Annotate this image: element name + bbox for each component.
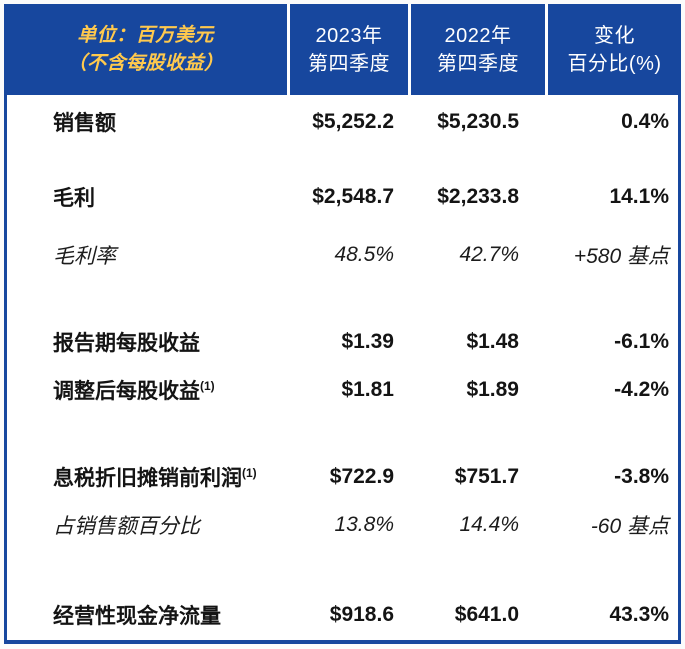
unit-note-line1: 单位：百万美元 (77, 24, 214, 46)
table-body: 销售额 $5,252.2 $5,230.5 0.4% 毛利 $2,548.7 $… (4, 95, 681, 644)
table-header-row: 单位：百万美元 （不含每股收益） 2023年 第四季度 2022年 第四季度 变… (4, 4, 681, 95)
table-row-gross-margin: 毛利率 48.5% 42.7% +580 基点 (7, 240, 678, 270)
value-2022: $2,233.8 (437, 185, 519, 208)
column-header-2023-q4: 2023年 第四季度 (287, 4, 408, 95)
value-2023: $5,252.2 (312, 110, 394, 133)
table-row-gross-profit: 毛利 $2,548.7 $2,233.8 14.1% (7, 182, 678, 212)
row-label: 毛利 (53, 187, 95, 210)
footnote-marker: (1) (200, 379, 215, 393)
value-2022: $5,230.5 (437, 110, 519, 133)
table-row-ebitda-pct-of-sales: 占销售额百分比 13.8% 14.4% -60 基点 (7, 510, 678, 540)
value-2022: $641.0 (454, 603, 519, 626)
table-row-adjusted-eps: 调整后每股收益(1) $1.81 $1.89 -4.2% (7, 375, 678, 405)
value-change: -3.8% (614, 465, 669, 488)
value-2022: 14.4% (459, 513, 519, 536)
col-2023-line2: 第四季度 (308, 52, 390, 75)
value-change: -4.2% (614, 378, 669, 401)
row-label: 经营性现金净流量 (53, 605, 221, 628)
value-2022: 42.7% (459, 243, 519, 266)
row-label: 毛利率 (53, 245, 116, 268)
table-row-operating-cash-flow: 经营性现金净流量 $918.6 $641.0 43.3% (7, 600, 678, 630)
value-2023: $1.81 (341, 378, 394, 401)
footnote-marker: (1) (242, 466, 257, 480)
value-2022: $751.7 (454, 465, 519, 488)
table-row-ebitda: 息税折旧摊销前利润(1) $722.9 $751.7 -3.8% (7, 462, 678, 492)
value-2023: 13.8% (334, 513, 394, 536)
row-label: 息税折旧摊销前利润(1) (53, 466, 257, 490)
value-2022: $1.48 (466, 330, 519, 353)
col-change-line1: 变化 (594, 24, 635, 47)
unit-note-line2: （不含每股收益） (67, 52, 224, 74)
col-2022-line1: 2022年 (444, 24, 512, 47)
col-change-line2: 百分比(%) (567, 52, 662, 75)
column-header-2022-q4: 2022年 第四季度 (408, 4, 545, 95)
unit-note-cell: 单位：百万美元 （不含每股收益） (4, 4, 287, 95)
value-change: 0.4% (621, 110, 669, 133)
value-change: -60 基点 (590, 515, 669, 538)
row-label: 调整后每股收益(1) (53, 379, 215, 403)
row-label: 销售额 (53, 112, 116, 135)
value-2023: $1.39 (341, 330, 394, 353)
row-label: 占销售额百分比 (53, 515, 200, 538)
value-2023: 48.5% (334, 243, 394, 266)
value-change: 43.3% (609, 603, 669, 626)
value-2023: $2,548.7 (312, 185, 394, 208)
value-change: -6.1% (614, 330, 669, 353)
col-2022-line2: 第四季度 (437, 52, 519, 75)
results-table: 单位：百万美元 （不含每股收益） 2023年 第四季度 2022年 第四季度 变… (4, 4, 681, 644)
row-label: 报告期每股收益 (53, 332, 200, 355)
table-row-reported-eps: 报告期每股收益 $1.39 $1.48 -6.1% (7, 327, 678, 357)
value-change: +580 基点 (573, 245, 669, 268)
value-2022: $1.89 (466, 378, 519, 401)
value-2023: $722.9 (329, 465, 394, 488)
value-2023: $918.6 (329, 603, 394, 626)
col-2023-line1: 2023年 (315, 24, 383, 47)
column-header-change-pct: 变化 百分比(%) (545, 4, 681, 95)
value-change: 14.1% (609, 185, 669, 208)
table-row-sales: 销售额 $5,252.2 $5,230.5 0.4% (7, 107, 678, 137)
